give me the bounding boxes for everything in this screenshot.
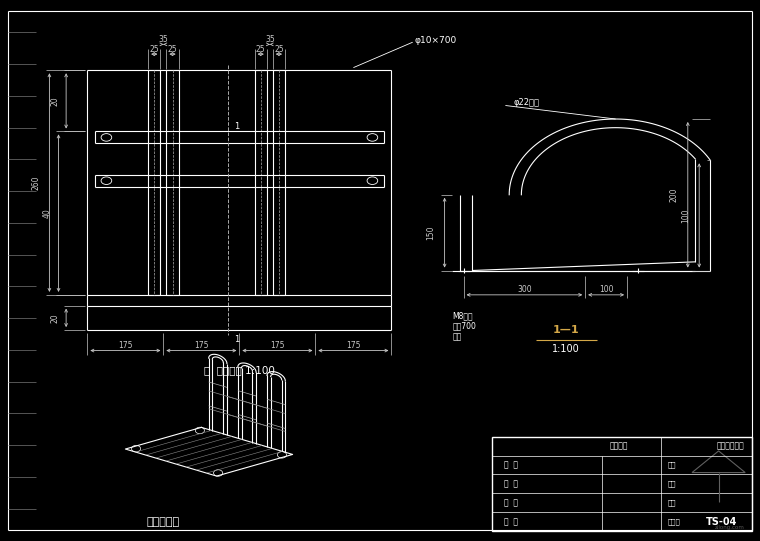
Text: 单排示意图: 单排示意图 <box>147 517 180 527</box>
Text: 150: 150 <box>426 226 435 240</box>
Text: 175: 175 <box>346 341 361 349</box>
Text: 1: 1 <box>235 122 239 130</box>
Text: φ10×700: φ10×700 <box>414 36 457 45</box>
Text: 100: 100 <box>599 285 613 294</box>
Text: 1: 1 <box>235 335 239 344</box>
Text: 175: 175 <box>194 341 209 349</box>
Text: 1:100: 1:100 <box>553 344 580 354</box>
Text: 工程名称: 工程名称 <box>610 441 628 451</box>
Text: 25: 25 <box>150 45 159 54</box>
Text: φ22钢管: φ22钢管 <box>513 98 539 107</box>
Text: 25: 25 <box>256 45 265 54</box>
Text: TS-04: TS-04 <box>706 517 737 527</box>
Text: 图号: 图号 <box>667 480 676 487</box>
Text: 35: 35 <box>159 35 168 44</box>
Text: 260: 260 <box>31 175 40 190</box>
Text: 25: 25 <box>274 45 283 54</box>
Text: 审  核: 审 核 <box>504 517 518 526</box>
Text: 现代自行车棚: 现代自行车棚 <box>717 441 745 451</box>
Text: 175: 175 <box>118 341 133 349</box>
Text: 35: 35 <box>265 35 274 44</box>
Text: ⓔ  单排车架 1:100: ⓔ 单排车架 1:100 <box>204 366 275 375</box>
Text: 校  对: 校 对 <box>504 498 518 507</box>
Text: 175: 175 <box>270 341 285 349</box>
Text: zilong.com: zilong.com <box>715 525 745 530</box>
Text: 100: 100 <box>681 208 690 223</box>
Text: 25: 25 <box>168 45 177 54</box>
Text: M8膨胀
螺栓700
中距: M8膨胀 螺栓700 中距 <box>452 311 476 341</box>
Text: 制  图: 制 图 <box>504 460 518 470</box>
Text: 20: 20 <box>51 96 60 105</box>
Text: 日期: 日期 <box>667 461 676 469</box>
Text: 设  计: 设 计 <box>504 479 518 489</box>
Text: 1—1: 1—1 <box>553 325 580 335</box>
Text: 300: 300 <box>517 285 532 294</box>
Text: 设计号: 设计号 <box>667 518 680 525</box>
Text: 40: 40 <box>43 208 52 218</box>
Text: 20: 20 <box>51 313 60 322</box>
Text: 图别: 图别 <box>667 499 676 506</box>
Text: 200: 200 <box>670 188 679 202</box>
